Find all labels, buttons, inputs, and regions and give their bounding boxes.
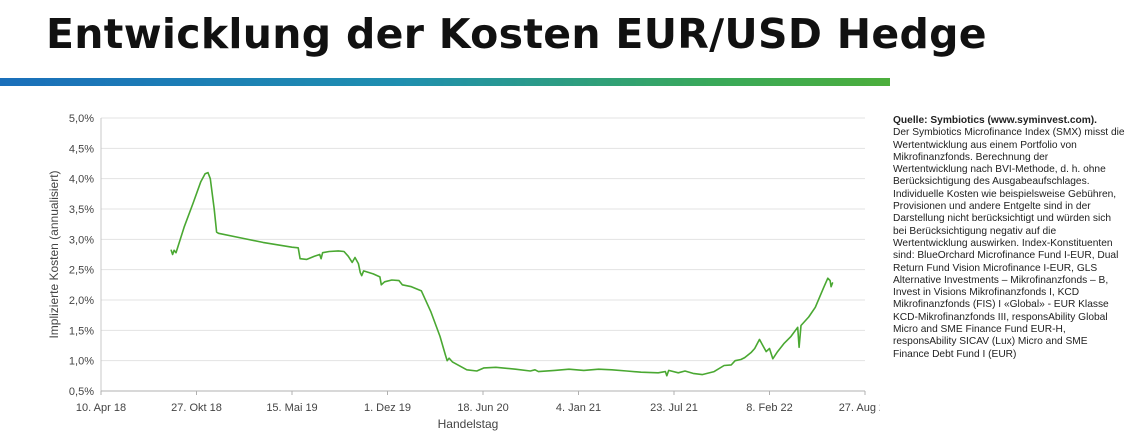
cost-line-chart: 0,5% 1,0% 1,5% 2,0% 2,5% 3,0% 3,5% 4,0% 4,5% 5,0%… [47, 113, 880, 431]
x-tick-label: 27. Aug 22 [839, 402, 880, 414]
x-tick-label: 18. Jun 20 [457, 402, 508, 414]
x-tick-label: 27. Okt 18 [171, 402, 222, 414]
y-tick-label: 2,0% [69, 295, 94, 307]
y-tick-label: 2,5% [69, 265, 94, 277]
y-tick-label: 4,5% [69, 143, 94, 155]
source-heading: Quelle: Symbiotics (www.syminvest.com). [893, 115, 1097, 126]
x-tick-label: 10. Apr 18 [76, 402, 126, 414]
y-axis-title: Implizierte Kosten (annualisiert) [47, 170, 61, 338]
chart-container: 0,5% 1,0% 1,5% 2,0% 2,5% 3,0% 3,5% 4,0% 4,5% 5,0%… [0, 96, 880, 438]
page-title: Entwicklung der Kosten EUR/USD Hedge [46, 10, 987, 58]
x-axis-title: Handelstag [438, 417, 499, 431]
y-tick-label: 1,5% [69, 325, 94, 337]
series-line [170, 171, 834, 377]
x-tick-label: 4. Jan 21 [556, 402, 601, 414]
title-accent-bar [0, 78, 890, 86]
y-tick-label: 3,0% [69, 234, 94, 246]
x-tick-label: 8. Feb 22 [746, 402, 792, 414]
x-tick-label: 1. Dez 19 [364, 402, 411, 414]
x-tick-label: 23. Jul 21 [650, 402, 698, 414]
source-note: Quelle: Symbiotics (www.syminvest.com). … [893, 115, 1125, 361]
source-description: Der Symbiotics Microfinance Index (SMX) … [893, 127, 1125, 360]
y-tick-label: 0,5% [69, 386, 94, 398]
y-tick-label: 3,5% [69, 204, 94, 216]
y-tick-label: 4,0% [69, 174, 94, 186]
y-tick-label: 5,0% [69, 113, 94, 125]
y-tick-label: 1,0% [69, 356, 94, 368]
x-tick-label: 15. Mai 19 [266, 402, 317, 414]
